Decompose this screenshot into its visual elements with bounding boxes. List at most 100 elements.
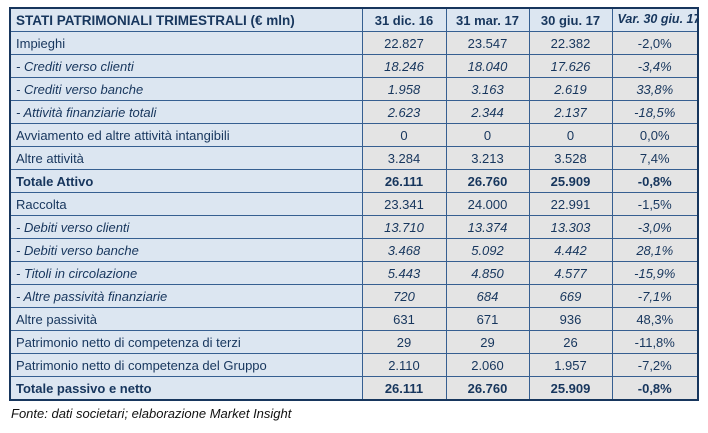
row-label: Patrimonio netto di competenza del Grupp… <box>9 353 363 377</box>
row-label: Avviamento ed altre attività intangibili <box>9 123 363 147</box>
cell-value: 23.547 <box>445 31 530 55</box>
row-label: Altre passività <box>9 307 363 331</box>
cell-value: 4.850 <box>445 261 530 285</box>
cell-value: 23.341 <box>361 192 447 216</box>
balance-sheet-table: STATI PATRIMONIALI TRIMESTRALI (€ mln) 3… <box>9 7 699 401</box>
cell-variation: 7,4% <box>611 146 699 170</box>
table-row: Altre attività 3.284 3.213 3.528 7,4% <box>9 146 699 170</box>
cell-value: 0 <box>361 123 447 147</box>
table-row: Altre passività 631 671 936 48,3% <box>9 307 699 331</box>
cell-value: 26.111 <box>361 376 447 401</box>
cell-value: 26.111 <box>361 169 447 193</box>
cell-value: 2.137 <box>528 100 613 124</box>
row-label: - Debiti verso banche <box>9 238 363 262</box>
cell-value: 3.468 <box>361 238 447 262</box>
cell-value: 0 <box>528 123 613 147</box>
cell-value: 2.110 <box>361 353 447 377</box>
row-label: Altre attività <box>9 146 363 170</box>
cell-variation: -1,5% <box>611 192 699 216</box>
cell-variation: 28,1% <box>611 238 699 262</box>
table-row: Patrimonio netto di competenza del Grupp… <box>9 353 699 377</box>
cell-value: 5.443 <box>361 261 447 285</box>
cell-value: 3.528 <box>528 146 613 170</box>
row-label: Totale Attivo <box>9 169 363 193</box>
cell-value: 25.909 <box>528 169 613 193</box>
cell-value: 29 <box>445 330 530 354</box>
cell-value: 18.040 <box>445 54 530 78</box>
cell-variation: -18,5% <box>611 100 699 124</box>
table-row: - Titoli in circolazione 5.443 4.850 4.5… <box>9 261 699 285</box>
table-row: Totale passivo e netto 26.111 26.760 25.… <box>9 376 699 401</box>
cell-variation: -0,8% <box>611 376 699 401</box>
cell-variation: -0,8% <box>611 169 699 193</box>
source-note: Fonte: dati societari; elaborazione Mark… <box>11 406 292 421</box>
row-label: - Crediti verso clienti <box>9 54 363 78</box>
cell-value: 4.442 <box>528 238 613 262</box>
column-header-dic16: 31 dic. 16 <box>361 7 447 32</box>
cell-variation: -3,4% <box>611 54 699 78</box>
table-title: STATI PATRIMONIALI TRIMESTRALI (€ mln) <box>9 7 363 32</box>
cell-value: 25.909 <box>528 376 613 401</box>
cell-value: 22.827 <box>361 31 447 55</box>
column-header-giu17: 30 giu. 17 <box>528 7 613 32</box>
row-label: Totale passivo e netto <box>9 376 363 401</box>
row-label: Impieghi <box>9 31 363 55</box>
cell-variation: -7,2% <box>611 353 699 377</box>
cell-value: 13.710 <box>361 215 447 239</box>
cell-variation: -15,9% <box>611 261 699 285</box>
column-header-mar17: 31 mar. 17 <box>445 7 530 32</box>
cell-variation: -11,8% <box>611 330 699 354</box>
cell-value: 26.760 <box>445 376 530 401</box>
table-row: - Attività finanziarie totali 2.623 2.34… <box>9 100 699 124</box>
cell-value: 671 <box>445 307 530 331</box>
row-label: - Debiti verso clienti <box>9 215 363 239</box>
cell-value: 29 <box>361 330 447 354</box>
table-row: - Debiti verso clienti 13.710 13.374 13.… <box>9 215 699 239</box>
cell-value: 3.284 <box>361 146 447 170</box>
cell-value: 936 <box>528 307 613 331</box>
row-label: - Altre passività finanziarie <box>9 284 363 308</box>
row-label: - Attività finanziarie totali <box>9 100 363 124</box>
cell-value: 3.213 <box>445 146 530 170</box>
row-label: - Crediti verso banche <box>9 77 363 101</box>
table-row: - Debiti verso banche 3.468 5.092 4.442 … <box>9 238 699 262</box>
table-row: Impieghi 22.827 23.547 22.382 -2,0% <box>9 31 699 55</box>
cell-value: 17.626 <box>528 54 613 78</box>
cell-value: 26 <box>528 330 613 354</box>
cell-value: 2.623 <box>361 100 447 124</box>
row-label: Patrimonio netto di competenza di terzi <box>9 330 363 354</box>
cell-value: 0 <box>445 123 530 147</box>
cell-value: 3.163 <box>445 77 530 101</box>
table-row: Avviamento ed altre attività intangibili… <box>9 123 699 147</box>
cell-value: 2.344 <box>445 100 530 124</box>
row-label: - Titoli in circolazione <box>9 261 363 285</box>
cell-value: 631 <box>361 307 447 331</box>
row-label: Raccolta <box>9 192 363 216</box>
cell-value: 22.991 <box>528 192 613 216</box>
cell-variation: 0,0% <box>611 123 699 147</box>
cell-variation: 33,8% <box>611 77 699 101</box>
cell-value: 1.958 <box>361 77 447 101</box>
table-row: - Crediti verso clienti 18.246 18.040 17… <box>9 54 699 78</box>
cell-value: 2.060 <box>445 353 530 377</box>
cell-value: 22.382 <box>528 31 613 55</box>
table-row: Totale Attivo 26.111 26.760 25.909 -0,8% <box>9 169 699 193</box>
cell-variation: -7,1% <box>611 284 699 308</box>
cell-value: 24.000 <box>445 192 530 216</box>
table-row: - Crediti verso banche 1.958 3.163 2.619… <box>9 77 699 101</box>
cell-value: 4.577 <box>528 261 613 285</box>
column-header-variation: Var. 30 giu. 17/31 dic. 16 <box>611 7 699 32</box>
table-row: Patrimonio netto di competenza di terzi … <box>9 330 699 354</box>
cell-value: 5.092 <box>445 238 530 262</box>
table-row: Raccolta 23.341 24.000 22.991 -1,5% <box>9 192 699 216</box>
header-row: STATI PATRIMONIALI TRIMESTRALI (€ mln) 3… <box>9 7 699 32</box>
cell-variation: 48,3% <box>611 307 699 331</box>
cell-value: 13.303 <box>528 215 613 239</box>
cell-variation: -2,0% <box>611 31 699 55</box>
cell-value: 26.760 <box>445 169 530 193</box>
cell-value: 1.957 <box>528 353 613 377</box>
cell-value: 669 <box>528 284 613 308</box>
table-row: - Altre passività finanziarie 720 684 66… <box>9 284 699 308</box>
cell-variation: -3,0% <box>611 215 699 239</box>
